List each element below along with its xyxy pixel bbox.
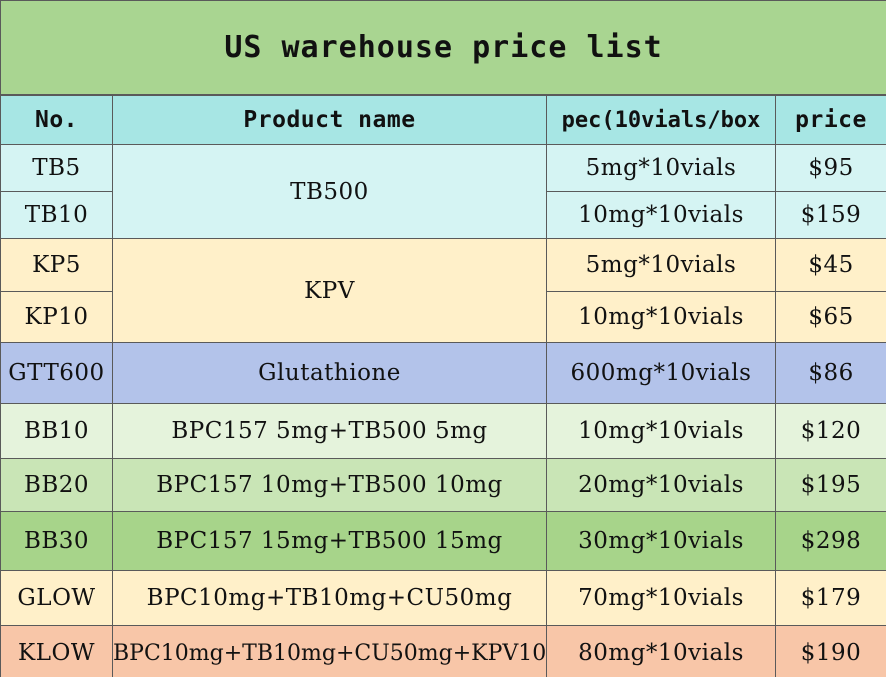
cell-spec: 5mg*10vials <box>546 144 776 192</box>
cell-product-name: TB500 <box>112 144 547 239</box>
cell-price: $298 <box>774 511 886 571</box>
cell-no: BB30 <box>0 511 113 571</box>
cell-spec: 5mg*10vials <box>546 238 776 292</box>
cell-no: KLOW <box>0 625 113 677</box>
title-row: US warehouse price list <box>0 0 886 96</box>
cell-product-name: BPC10mg+TB10mg+CU50mg+KPV10mg <box>112 625 547 677</box>
cell-no: BB10 <box>0 403 113 459</box>
cell-product-name: BPC157 10mg+TB500 10mg <box>112 458 547 512</box>
header-no: No. <box>0 94 113 145</box>
cell-price: $65 <box>774 291 886 343</box>
cell-price: $159 <box>774 191 886 239</box>
cell-price: $86 <box>774 342 886 404</box>
table-row: GLOW BPC10mg+TB10mg+CU50mg 70mg*10vials … <box>0 570 886 626</box>
cell-no: GTT600 <box>0 342 113 404</box>
cell-price: $195 <box>774 458 886 512</box>
cell-no: KP5 <box>0 238 113 292</box>
cell-spec: 20mg*10vials <box>546 458 776 512</box>
cell-spec: 600mg*10vials <box>546 342 776 404</box>
table-row: GTT600 Glutathione 600mg*10vials $86 <box>0 342 886 404</box>
table-row: KP10 10mg*10vials $65 <box>0 291 886 343</box>
cell-spec: 10mg*10vials <box>546 291 776 343</box>
cell-price: $190 <box>774 625 886 677</box>
cell-product-name: BPC157 15mg+TB500 15mg <box>112 511 547 571</box>
table-title: US warehouse price list <box>0 0 886 96</box>
table-row: KP5 KPV 5mg*10vials $45 <box>0 238 886 343</box>
cell-no: TB5 <box>0 144 113 192</box>
cell-no: KP10 <box>0 291 113 343</box>
cell-price: $95 <box>774 144 886 192</box>
cell-spec: 10mg*10vials <box>546 191 776 239</box>
cell-price: $179 <box>774 570 886 626</box>
cell-product-name: KPV <box>112 238 547 343</box>
header-spec: pec(10vials/box <box>546 94 776 145</box>
table-row: KLOW BPC10mg+TB10mg+CU50mg+KPV10mg 80mg*… <box>0 625 886 677</box>
cell-product-name: BPC157 5mg+TB500 5mg <box>112 403 547 459</box>
cell-no: TB10 <box>0 191 113 239</box>
cell-price: $45 <box>774 238 886 292</box>
header-product-name: Product name <box>112 94 547 145</box>
cell-price: $120 <box>774 403 886 459</box>
cell-product-name: BPC10mg+TB10mg+CU50mg <box>112 570 547 626</box>
table-row: TB5 TB500 5mg*10vials $95 <box>0 144 886 239</box>
cell-spec: 30mg*10vials <box>546 511 776 571</box>
table-row: BB10 BPC157 5mg+TB500 5mg 10mg*10vials $… <box>0 403 886 459</box>
table-row: TB10 10mg*10vials $159 <box>0 191 886 239</box>
table-row: BB20 BPC157 10mg+TB500 10mg 20mg*10vials… <box>0 458 886 512</box>
header-price: price <box>774 94 886 145</box>
cell-spec: 10mg*10vials <box>546 403 776 459</box>
cell-spec: 70mg*10vials <box>546 570 776 626</box>
cell-no: GLOW <box>0 570 113 626</box>
header-row: No. Product name pec(10vials/box price <box>0 94 886 145</box>
cell-spec: 80mg*10vials <box>546 625 776 677</box>
cell-product-name: Glutathione <box>112 342 547 404</box>
table-row: BB30 BPC157 15mg+TB500 15mg 30mg*10vials… <box>0 511 886 571</box>
cell-no: BB20 <box>0 458 113 512</box>
